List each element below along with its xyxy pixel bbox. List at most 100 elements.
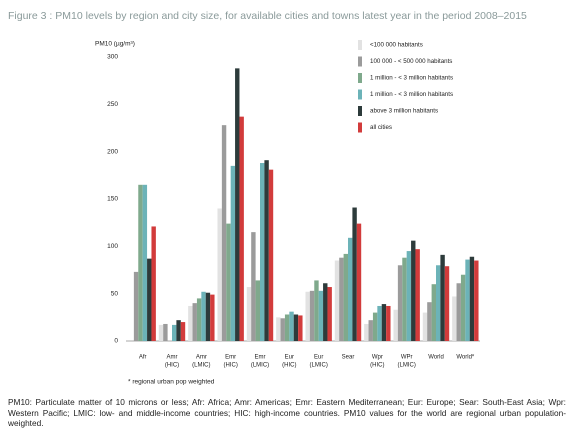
y-tick-label: 50 [111, 290, 119, 297]
legend-label: 1 million - < 3 million habitants [370, 75, 453, 82]
bar [289, 311, 294, 341]
bar [264, 160, 269, 341]
bar [210, 294, 215, 341]
y-axis-label: PM10 (µg/m³) [95, 41, 135, 48]
x-tick-label: Emr [225, 355, 236, 361]
x-tick-label: (LMIC) [251, 363, 269, 369]
legend-label: above 3 million habitants [370, 108, 438, 115]
bar [226, 223, 231, 341]
x-tick-label: World [428, 355, 444, 361]
bar [356, 223, 362, 341]
bar [427, 302, 432, 341]
bar [180, 322, 186, 341]
x-tick-label: (HIC) [165, 363, 179, 369]
bar [163, 323, 168, 341]
bar [221, 125, 227, 341]
bar [436, 265, 441, 341]
bar [151, 226, 156, 341]
bar [142, 184, 148, 341]
bar [293, 314, 299, 341]
bar [172, 324, 177, 341]
bar [230, 165, 236, 341]
bar [474, 260, 479, 341]
legend-label: <100 000 habitants [370, 42, 423, 49]
legend-label: 1 million - < 3 million habitants [370, 91, 453, 98]
x-tick-label: Emr [255, 355, 266, 361]
bar [397, 265, 403, 341]
footnote: * regional urban pop weighted [128, 379, 215, 386]
y-tick-label: 250 [107, 101, 118, 108]
bar [251, 232, 256, 341]
legend-label: 100 000 - < 500 000 habitants [370, 58, 452, 65]
x-tick-label: Amr [196, 355, 207, 361]
bar [314, 280, 319, 341]
legend-swatch [358, 122, 362, 133]
bar [469, 256, 475, 341]
bar [402, 257, 407, 341]
bar [276, 317, 281, 341]
legend-swatch [358, 106, 362, 116]
x-tick-label: (LMIC) [309, 363, 327, 369]
note: PM10: Particulate matter of 10 microns o… [8, 397, 566, 428]
y-tick-label: 200 [107, 148, 118, 155]
x-tick-label: (HIC) [282, 363, 296, 369]
x-tick-label: Sear [342, 355, 355, 361]
bar [280, 318, 285, 341]
bar [305, 291, 310, 341]
bar [422, 312, 428, 341]
bar [411, 240, 416, 341]
bar [284, 314, 290, 341]
bar [268, 169, 274, 341]
legend-swatch [358, 89, 362, 100]
bar [188, 305, 193, 341]
y-tick-label: 100 [107, 243, 118, 250]
legend-swatch [358, 73, 362, 83]
bar [386, 305, 391, 341]
bar [343, 253, 348, 341]
bar [217, 208, 222, 341]
legend-label: all cities [370, 124, 392, 131]
bar [440, 254, 445, 341]
bar [298, 315, 303, 341]
x-tick-label: Wpr [372, 355, 383, 361]
bar [260, 163, 265, 341]
bar [415, 249, 420, 341]
bar [323, 283, 328, 341]
bar [192, 303, 197, 341]
x-tick-label: (HIC) [370, 363, 384, 369]
bar [460, 274, 466, 341]
y-tick-label: 300 [107, 54, 118, 61]
bar [239, 116, 244, 341]
bar [235, 68, 240, 342]
x-tick-label: World* [456, 355, 475, 361]
x-tick-label: Afr [139, 355, 147, 361]
bar [339, 257, 344, 341]
bar [348, 237, 353, 341]
bar [406, 251, 412, 341]
legend-swatch [358, 40, 362, 50]
bar [444, 266, 450, 341]
bar [368, 320, 373, 341]
bar [196, 298, 202, 341]
x-tick-label: Eur [285, 355, 294, 361]
bar [465, 259, 470, 341]
x-tick-label: WPr [401, 355, 413, 361]
bar [377, 305, 382, 341]
bar [309, 290, 315, 341]
bar [327, 287, 332, 341]
bar [372, 312, 378, 341]
bar [352, 207, 357, 341]
bar [176, 320, 181, 341]
bar [246, 287, 252, 341]
bar [334, 260, 340, 341]
bar [255, 280, 260, 341]
x-tick-label: (HIC) [223, 363, 237, 369]
bar [138, 184, 143, 341]
bar [381, 304, 387, 341]
y-tick-label: 0 [114, 338, 118, 345]
bar [133, 271, 139, 341]
bar [431, 284, 436, 341]
legend-swatch [358, 56, 362, 67]
